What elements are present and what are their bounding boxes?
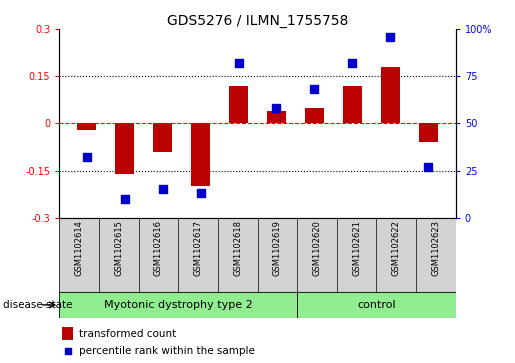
Text: control: control (357, 300, 396, 310)
Text: percentile rank within the sample: percentile rank within the sample (79, 346, 254, 356)
Bar (229, 86, 248, 123)
Point (159, 187, 167, 192)
Text: GSM1102616: GSM1102616 (154, 220, 163, 276)
Point (82, 155, 91, 160)
Text: transformed count: transformed count (79, 329, 176, 339)
Point (424, 164, 433, 170)
Point (311, 86, 319, 92)
Point (196, 190, 204, 196)
Bar (381, 67, 400, 123)
Point (234, 60, 243, 66)
Text: Myotonic dystrophy type 2: Myotonic dystrophy type 2 (104, 300, 252, 310)
Text: GSM1102614: GSM1102614 (75, 220, 83, 276)
Bar (191, 123, 210, 186)
Text: GSM1102617: GSM1102617 (194, 220, 202, 276)
Bar (267, 111, 286, 123)
Bar (343, 86, 362, 123)
Bar (297, 292, 456, 318)
Point (121, 196, 129, 202)
Text: GSM1102620: GSM1102620 (313, 220, 321, 276)
Text: GSM1102615: GSM1102615 (114, 220, 123, 276)
Bar (153, 123, 172, 152)
Title: GDS5276 / ILMN_1755758: GDS5276 / ILMN_1755758 (167, 14, 348, 28)
Bar (115, 123, 134, 174)
Bar (305, 108, 324, 123)
Point (272, 105, 281, 111)
Bar (419, 123, 438, 142)
Bar (59, 292, 297, 318)
Text: GSM1102619: GSM1102619 (273, 220, 282, 276)
Text: GSM1102622: GSM1102622 (392, 220, 401, 276)
Bar (62, 327, 73, 340)
Text: GSM1102618: GSM1102618 (233, 220, 242, 276)
Bar (77, 123, 96, 130)
Text: GSM1102621: GSM1102621 (352, 220, 361, 276)
Text: GSM1102623: GSM1102623 (432, 220, 440, 276)
Point (348, 60, 356, 66)
Text: disease state: disease state (3, 300, 72, 310)
Point (63, 348, 72, 354)
Point (386, 34, 394, 40)
